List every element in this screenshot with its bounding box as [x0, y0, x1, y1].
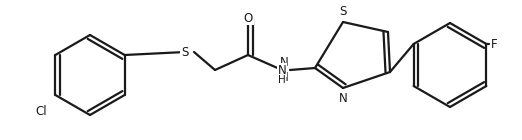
Text: F: F — [491, 38, 498, 51]
Text: H: H — [278, 75, 286, 85]
Text: Cl: Cl — [35, 105, 48, 118]
Text: N: N — [278, 64, 287, 76]
Text: N
H: N H — [280, 56, 288, 84]
Text: S: S — [339, 5, 347, 18]
Text: S: S — [181, 46, 188, 59]
Text: N: N — [339, 92, 347, 105]
Text: O: O — [243, 11, 253, 24]
